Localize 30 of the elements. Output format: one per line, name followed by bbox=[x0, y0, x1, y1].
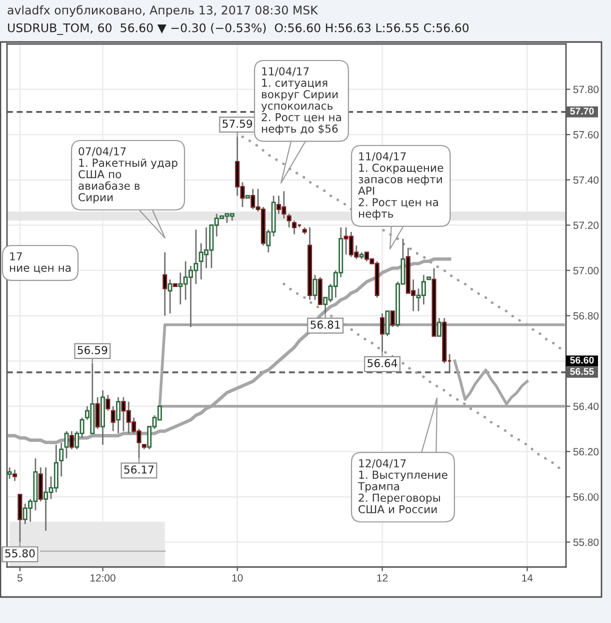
y-tick-label: 56.80 bbox=[573, 312, 599, 320]
annotation: 07/04/17 1. Ракетный удар США по авиабазе в Сирии bbox=[78, 147, 178, 204]
chart-title: avladfx опубликовано, Апрель 13, 2017 08:30 MSK bbox=[8, 5, 318, 17]
y-tick-label: 56.40 bbox=[573, 402, 599, 410]
text: 56.17 bbox=[124, 465, 154, 474]
y-tick-label: 57.60 bbox=[573, 131, 599, 138]
annotation: 17 ние цен на bbox=[10, 252, 71, 274]
ref-line-label: 56.55 bbox=[570, 368, 594, 375]
y-tick-label: 57.20 bbox=[573, 222, 599, 229]
x-tick-label: 10 bbox=[232, 574, 243, 582]
annotation: 11/04/17 1. Сокращение запасов нефти API 2. Рост цен на нефть bbox=[358, 152, 444, 220]
text: 56.59 bbox=[78, 346, 108, 354]
y-tick-label: 55.80 bbox=[573, 538, 599, 546]
x-tick-label: 12 bbox=[377, 574, 388, 582]
y-tick-label: 56.00 bbox=[573, 493, 599, 501]
x-tick-label: 5 bbox=[17, 574, 22, 582]
text: 57.59 bbox=[222, 120, 252, 128]
y-tick-label: 57.40 bbox=[573, 176, 599, 184]
text: 55.80 bbox=[5, 549, 35, 558]
annotation: 12/04/17 1. Выступление Трампа 2. Переговоры США и России bbox=[358, 459, 448, 514]
y-tick-label: 56.20 bbox=[573, 448, 599, 456]
text: 56.60 bbox=[570, 356, 594, 364]
annotation: 11/04/17 1. ситуация вокруг Сирии успокоилась 2. Рост цен на нефть до $56 bbox=[261, 67, 341, 135]
x-tick-label: 12:00 bbox=[90, 574, 116, 582]
y-tick-label: 57.80 bbox=[573, 86, 599, 94]
text: 56.64 bbox=[368, 359, 398, 368]
ref-line-label: 57.70 bbox=[570, 108, 594, 115]
chart-subtitle: USDRUB_TOM, 60 56.60 ▼ −0.30 (−0.53%) O:56.60 H:56.63 L:56.55 C:56.60 bbox=[8, 23, 469, 35]
y-tick-label: 57.00 bbox=[573, 266, 599, 274]
x-tick-label: 14 bbox=[522, 574, 533, 582]
